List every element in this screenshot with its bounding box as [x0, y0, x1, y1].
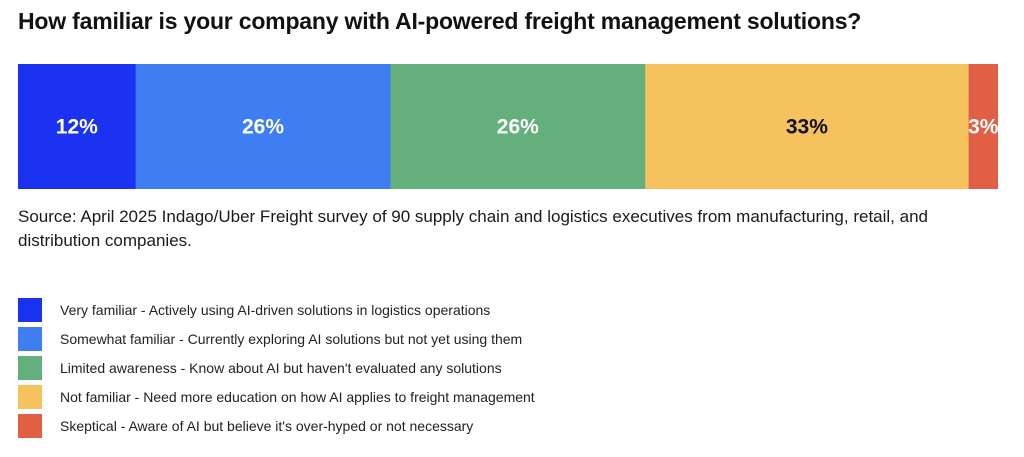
legend-item: Somewhat familiar - Currently exploring …	[18, 327, 718, 351]
legend-label: Somewhat familiar - Currently exploring …	[60, 331, 523, 347]
bar-segment-0	[18, 64, 137, 189]
legend: Very familiar - Actively using AI-driven…	[18, 298, 718, 443]
legend-item: Skeptical - Aware of AI but believe it's…	[18, 414, 718, 438]
legend-label: Not familiar - Need more education on ho…	[60, 389, 535, 405]
legend-label: Very familiar - Actively using AI-driven…	[60, 302, 491, 318]
legend-swatch	[18, 414, 42, 438]
legend-item: Very familiar - Actively using AI-driven…	[18, 298, 718, 322]
legend-label: Limited awareness - Know about AI but ha…	[60, 360, 502, 376]
bar-segment-3	[645, 64, 970, 189]
bar-segment-2	[390, 64, 646, 189]
bar-segment-label-0: 12%	[56, 116, 98, 139]
legend-item: Not familiar - Need more education on ho…	[18, 385, 718, 409]
legend-swatch	[18, 327, 42, 351]
bar-segment-label-2: 26%	[497, 116, 539, 139]
source-note: Source: April 2025 Indago/Uber Freight s…	[18, 207, 928, 250]
stacked-bar: 12% 26% 26% 33% 3%	[18, 64, 998, 189]
legend-swatch	[18, 356, 42, 380]
legend-label: Skeptical - Aware of AI but believe it's…	[60, 418, 474, 434]
bar-segment-label-1: 26%	[242, 116, 284, 139]
bar-segment-4	[968, 64, 998, 189]
legend-swatch	[18, 298, 42, 322]
legend-swatch	[18, 385, 42, 409]
bar-segment-label-3: 33%	[786, 116, 828, 139]
bar-segment-1	[135, 64, 391, 189]
legend-item: Limited awareness - Know about AI but ha…	[18, 356, 718, 380]
stacked-bar-svg: 12% 26% 26% 33% 3%	[18, 64, 998, 189]
chart-title: How familiar is your company with AI-pow…	[18, 8, 862, 34]
bar-segment-label-4: 3%	[968, 116, 998, 139]
